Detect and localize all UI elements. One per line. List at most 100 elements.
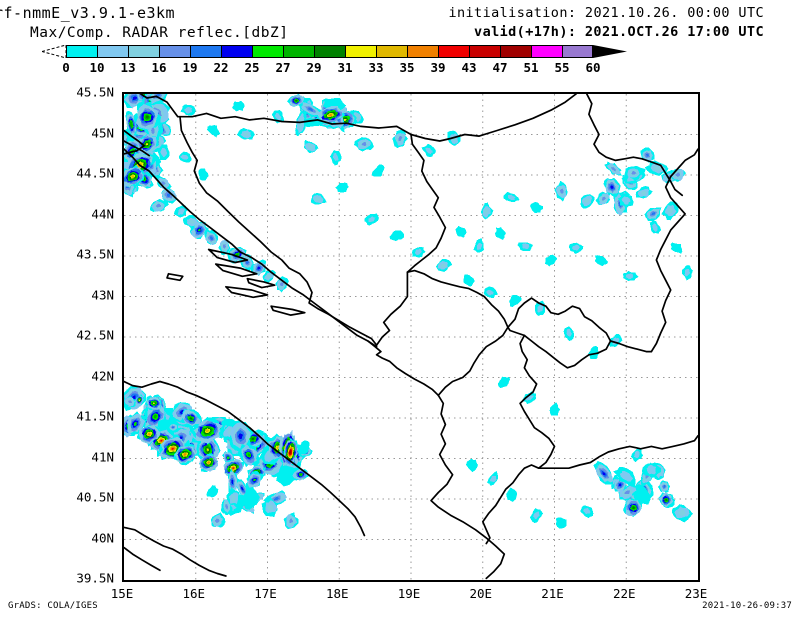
y-axis-label-42.5N: 42.5N [76,327,114,343]
radar-echo-cell [204,229,219,246]
radar-echo-cell [681,265,693,281]
radar-echo-cell [180,104,196,116]
colorbar-tick-39: 39 [430,60,446,75]
x-axis-label-18E: 18E [325,586,349,601]
radar-echo-cell [292,468,309,481]
radar-echo-cell [189,221,209,240]
radar-echo-cell [245,482,257,505]
y-axis-label-43N: 43N [91,287,114,302]
coastline-path-3 [124,129,145,155]
radar-echo-cell [206,485,219,498]
radar-echo-cell [173,443,196,466]
x-axis-label-19E: 19E [397,586,421,601]
radar-echo-cell [144,396,162,411]
radar-echo-cell [604,161,622,176]
y-axis-label-41N: 41N [91,449,114,464]
y-axis-label-44N: 44N [91,206,114,221]
coastline-path-19 [650,148,698,353]
colorbar-cell-14 [500,45,531,58]
colorbar-tick-55: 55 [554,60,570,75]
radar-echo-cell [221,499,233,516]
radar-echo-cell [658,492,675,508]
model-title: rf-nmmE_v3.9.1-e3km [0,4,176,22]
radar-echo-cell [124,94,147,109]
colorbar-underflow-arrow-icon [42,45,66,58]
radar-echo-cell [603,177,621,198]
colorbar-tick-47: 47 [492,60,508,75]
radar-echo-cell [354,137,374,152]
colorbar-tick-13: 13 [120,60,136,75]
radar-echo-cell [167,422,179,432]
coastline-path-15 [406,269,509,397]
radar-echo-cell [595,191,610,206]
coastline-path-14 [375,271,409,346]
x-axis-label-22E: 22E [612,586,636,601]
radar-echo-cell [371,164,385,177]
radar-echo-cell [191,417,224,445]
y-axis-label-45.5N: 45.5N [76,84,114,100]
colorbar-cell-11 [407,45,438,58]
radar-echo-cell [529,202,544,213]
radar-echo-cell [671,504,693,523]
colorbar: 0 10 13 16 19 22 25 27 29 31 33 35 39 43 47 51 55 60 [42,44,742,75]
colorbar-cell-5 [221,45,252,58]
coastline-path-10 [246,277,276,289]
radar-echo-cell [392,129,408,148]
radar-echo-cell [487,471,499,486]
radar-echo-cell [480,202,494,220]
radar-map-plot[interactable] [122,92,700,582]
radar-echo-cell [229,420,254,452]
coastline-path-23 [124,526,227,577]
radar-echo-cell [135,394,144,406]
radar-echo-cell [421,143,436,158]
coastline-path-9 [270,305,306,316]
radar-echo-cell [335,182,349,193]
radar-echo-cell [136,102,161,131]
radar-echo-cell [588,345,600,359]
coastline-path-7 [166,272,184,282]
colorbar-cell-6 [252,45,283,58]
radar-echo-cell [568,242,584,254]
radar-echo-cell [389,230,405,241]
radar-echo-cell [545,254,558,267]
radar-echo-cell [310,193,327,205]
radar-echo-cell [246,470,264,488]
colorbar-cell-12 [438,45,469,58]
coastline-path-5 [207,248,249,264]
radar-echo-cell [649,219,662,234]
radar-echo-cell [549,402,561,416]
radar-echo-cell [161,186,178,204]
colorbar-tick-10: 10 [89,60,105,75]
colorbar-cell-10 [376,45,407,58]
radar-echo-cell [463,274,475,287]
coastline-path-0 [139,94,578,142]
coastline-path-16 [507,297,612,369]
coastline-path-8 [225,285,269,299]
colorbar-tick-60: 60 [585,60,601,75]
y-axis-label-40.5N: 40.5N [76,489,114,505]
radar-echo-cell [283,512,299,530]
colorbar-tick-51: 51 [523,60,539,75]
x-axis-label-23E: 23E [684,586,708,601]
colorbar-cell-13 [469,45,500,58]
colorbar-cell-15 [531,45,562,58]
map-canvas [124,94,698,580]
colorbar-tick-0: 0 [62,60,70,75]
radar-echo-cell [618,483,637,501]
radar-echo-cell [530,508,544,524]
coastline-path-13 [406,133,447,274]
y-axis-label-39.5N: 39.5N [76,570,114,586]
initialisation-time: initialisation: 2021.10.26. 00:00 UTC [448,5,764,21]
radar-echo-cell [623,499,642,517]
radar-echo-cell [124,164,145,188]
colorbar-tick-31: 31 [337,60,353,75]
colorbar-tick-25: 25 [244,60,260,75]
radar-echo-cell [484,286,498,298]
colorbar-cell-1 [97,45,128,58]
colorbar-tick-43: 43 [461,60,477,75]
radar-echo-cell [624,165,642,181]
radar-echo-cell [156,176,172,190]
y-axis-label-45N: 45N [91,125,114,140]
radar-echo-cell [466,458,478,473]
colorbar-tick-29: 29 [306,60,322,75]
